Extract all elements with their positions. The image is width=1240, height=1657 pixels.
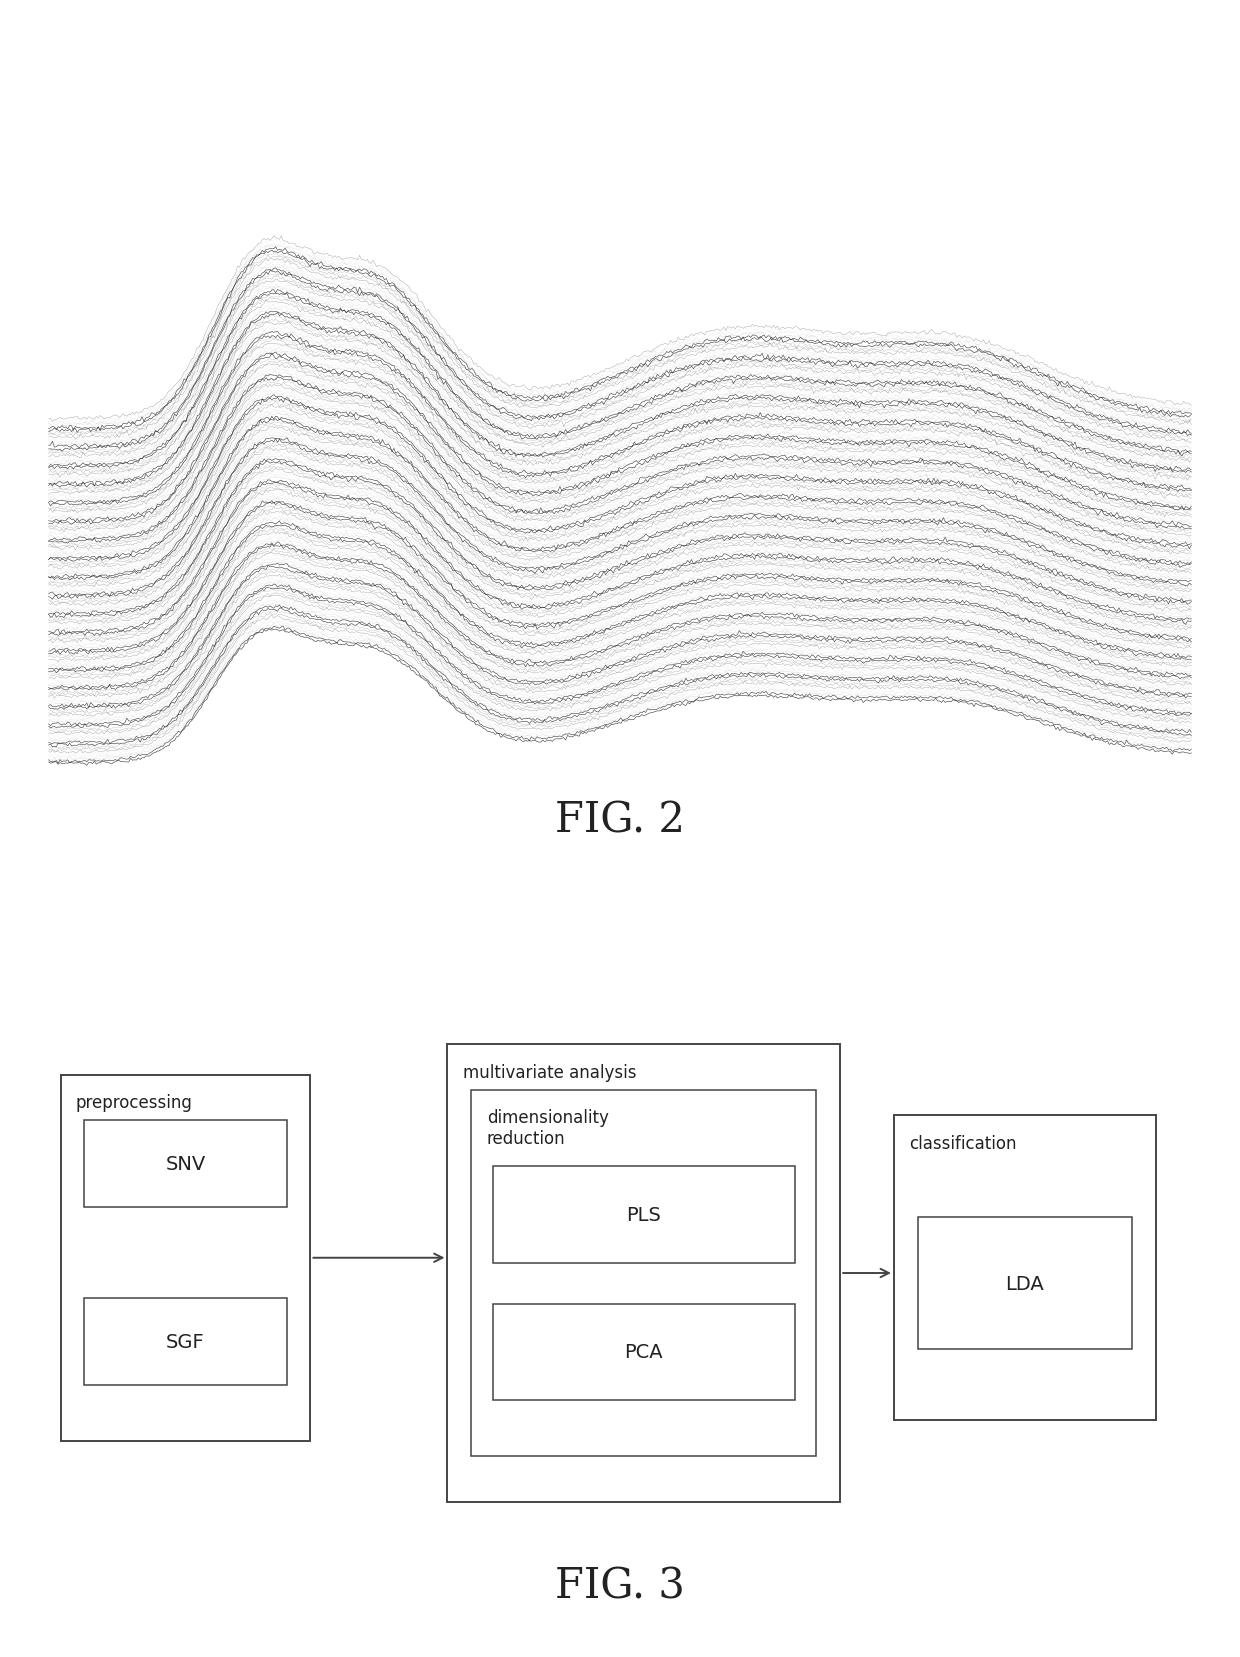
- Text: PCA: PCA: [625, 1342, 663, 1362]
- FancyBboxPatch shape: [448, 1044, 841, 1501]
- FancyBboxPatch shape: [471, 1090, 816, 1457]
- FancyBboxPatch shape: [84, 1299, 286, 1385]
- FancyBboxPatch shape: [492, 1304, 795, 1400]
- FancyBboxPatch shape: [918, 1218, 1132, 1349]
- Text: FIG. 3: FIG. 3: [556, 1564, 684, 1606]
- FancyBboxPatch shape: [84, 1120, 286, 1208]
- Text: FIG. 2: FIG. 2: [556, 799, 684, 842]
- FancyBboxPatch shape: [492, 1167, 795, 1263]
- Text: dimensionality
reduction: dimensionality reduction: [486, 1109, 609, 1147]
- Text: preprocessing: preprocessing: [76, 1094, 193, 1112]
- Text: SNV: SNV: [165, 1155, 206, 1173]
- Text: PLS: PLS: [626, 1205, 661, 1225]
- FancyBboxPatch shape: [894, 1115, 1156, 1420]
- FancyBboxPatch shape: [61, 1075, 310, 1442]
- Text: LDA: LDA: [1006, 1274, 1044, 1292]
- Text: classification: classification: [909, 1133, 1017, 1152]
- Text: multivariate analysis: multivariate analysis: [463, 1062, 636, 1080]
- Text: SGF: SGF: [166, 1332, 205, 1352]
